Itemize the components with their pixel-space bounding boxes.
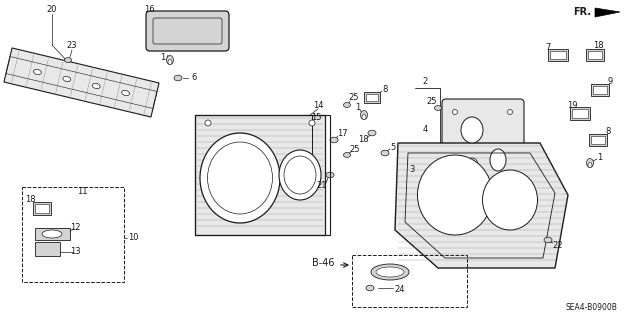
Text: FR.: FR.: [573, 7, 591, 17]
Text: 19: 19: [567, 100, 577, 109]
Text: 9: 9: [607, 78, 612, 86]
Text: 4: 4: [422, 125, 428, 135]
Ellipse shape: [483, 170, 538, 230]
Ellipse shape: [381, 150, 389, 156]
Text: 8: 8: [605, 128, 611, 137]
Bar: [33, 202, 51, 214]
Text: 10: 10: [128, 234, 138, 242]
Ellipse shape: [63, 76, 71, 82]
Bar: [195, 115, 330, 235]
Text: 25: 25: [349, 93, 359, 102]
Text: 1: 1: [355, 103, 360, 113]
Ellipse shape: [65, 57, 72, 63]
Ellipse shape: [371, 264, 409, 280]
Ellipse shape: [309, 120, 315, 126]
Ellipse shape: [279, 150, 321, 200]
Text: 24: 24: [395, 286, 405, 294]
Text: 13: 13: [70, 248, 80, 256]
Bar: [591, 84, 609, 96]
Text: 23: 23: [67, 41, 77, 50]
Polygon shape: [195, 115, 325, 235]
Text: SEA4-B0900B: SEA4-B0900B: [565, 302, 617, 311]
Ellipse shape: [168, 60, 172, 64]
Text: 2: 2: [422, 78, 428, 86]
Text: 7: 7: [545, 42, 550, 51]
Ellipse shape: [490, 149, 506, 171]
Polygon shape: [595, 8, 620, 17]
Bar: [570, 107, 590, 120]
FancyBboxPatch shape: [442, 99, 524, 199]
Ellipse shape: [417, 155, 493, 235]
Bar: [364, 92, 380, 102]
Ellipse shape: [586, 159, 593, 167]
Bar: [589, 134, 607, 146]
Ellipse shape: [166, 56, 173, 64]
Ellipse shape: [326, 172, 334, 178]
Text: 1: 1: [597, 152, 603, 161]
Ellipse shape: [33, 70, 42, 75]
Bar: [366, 93, 378, 100]
Text: 20: 20: [47, 5, 57, 14]
Text: 3: 3: [410, 166, 415, 174]
Text: 25: 25: [349, 145, 360, 153]
Bar: [550, 51, 566, 59]
Ellipse shape: [330, 137, 338, 143]
Ellipse shape: [588, 162, 592, 167]
Bar: [586, 49, 604, 61]
Text: 15: 15: [311, 113, 321, 122]
Bar: [593, 86, 607, 94]
Ellipse shape: [508, 109, 513, 115]
Bar: [572, 108, 588, 117]
Ellipse shape: [452, 109, 458, 115]
Ellipse shape: [366, 285, 374, 291]
Ellipse shape: [360, 110, 367, 120]
Ellipse shape: [368, 130, 376, 136]
Text: 21: 21: [317, 181, 327, 189]
Text: 14: 14: [313, 100, 323, 109]
Bar: [352, 255, 467, 307]
Ellipse shape: [42, 230, 62, 238]
Polygon shape: [4, 48, 159, 117]
Text: 18: 18: [593, 41, 604, 50]
Ellipse shape: [376, 267, 404, 277]
Ellipse shape: [344, 152, 351, 158]
Ellipse shape: [92, 83, 100, 89]
Text: 5: 5: [390, 143, 396, 152]
Text: 16: 16: [144, 5, 154, 14]
Ellipse shape: [122, 90, 129, 96]
Bar: [588, 51, 602, 59]
Text: 12: 12: [70, 224, 80, 233]
Text: 11: 11: [77, 188, 87, 197]
Ellipse shape: [174, 75, 182, 81]
Ellipse shape: [461, 117, 483, 143]
Ellipse shape: [205, 120, 211, 126]
Text: 18: 18: [25, 196, 35, 204]
Bar: [22, 187, 124, 282]
Text: 8: 8: [382, 85, 388, 93]
Ellipse shape: [344, 102, 351, 108]
Bar: [35, 204, 49, 212]
Text: B-46: B-46: [312, 258, 334, 268]
Polygon shape: [35, 228, 70, 240]
Ellipse shape: [362, 115, 366, 120]
Bar: [548, 49, 568, 61]
Ellipse shape: [466, 158, 478, 172]
Text: 6: 6: [191, 73, 196, 83]
Ellipse shape: [435, 106, 442, 110]
Bar: [591, 136, 605, 144]
Polygon shape: [395, 143, 568, 268]
Polygon shape: [35, 242, 60, 256]
Ellipse shape: [544, 237, 552, 243]
Ellipse shape: [200, 133, 280, 223]
Text: 17: 17: [337, 129, 348, 137]
Text: 1: 1: [161, 53, 166, 62]
Text: 22: 22: [553, 241, 563, 249]
Text: 25: 25: [427, 97, 437, 106]
Text: 18: 18: [358, 135, 368, 144]
FancyBboxPatch shape: [146, 11, 229, 51]
